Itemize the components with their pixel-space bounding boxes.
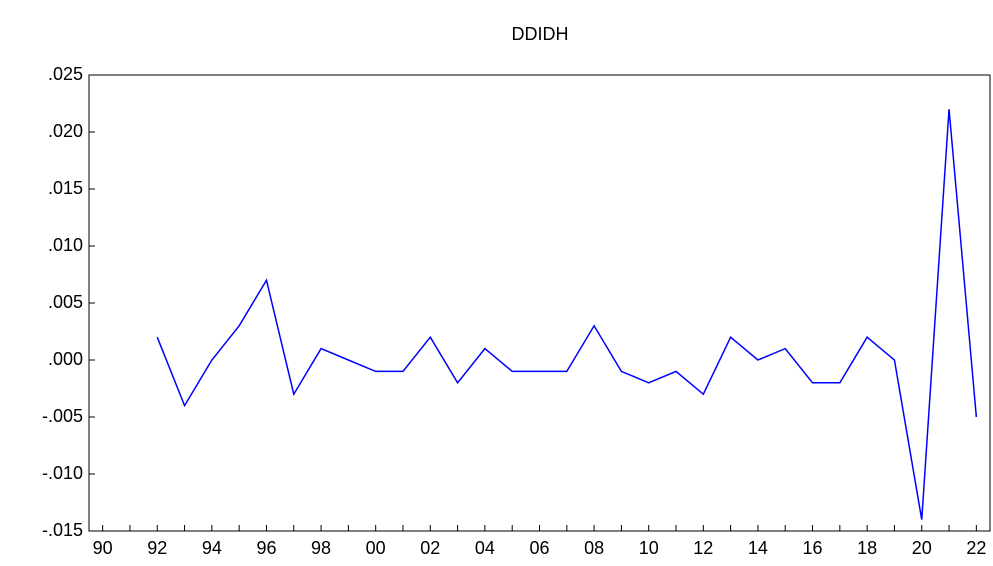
y-tick-label: -.005 <box>42 406 83 426</box>
chart-title: DDIDH <box>512 24 569 44</box>
x-tick-label: 98 <box>311 538 331 558</box>
x-tick-label: 94 <box>202 538 222 558</box>
x-tick-label: 12 <box>693 538 713 558</box>
x-tick-label: 10 <box>639 538 659 558</box>
x-tick-label: 20 <box>912 538 932 558</box>
x-tick-label: 96 <box>256 538 276 558</box>
x-tick-label: 14 <box>748 538 768 558</box>
y-tick-label: -.015 <box>42 520 83 540</box>
y-tick-label: -.010 <box>42 463 83 483</box>
x-tick-label: 90 <box>93 538 113 558</box>
x-tick-label: 22 <box>966 538 986 558</box>
data-line <box>156 109 978 520</box>
x-tick-label: 92 <box>147 538 167 558</box>
x-tick-label: 00 <box>366 538 386 558</box>
y-tick-label: .015 <box>48 178 83 198</box>
x-tick-label: 06 <box>529 538 549 558</box>
x-tick-label: 08 <box>584 538 604 558</box>
x-tick-label: 04 <box>475 538 495 558</box>
x-tick-label: 16 <box>803 538 823 558</box>
y-tick-label: .025 <box>48 64 83 84</box>
y-tick-label: .010 <box>48 235 83 255</box>
y-tick-label: .000 <box>48 349 83 369</box>
y-tick-label: .005 <box>48 292 83 312</box>
y-tick-label: .020 <box>48 121 83 141</box>
x-tick-label: 02 <box>420 538 440 558</box>
x-tick-label: 18 <box>857 538 877 558</box>
